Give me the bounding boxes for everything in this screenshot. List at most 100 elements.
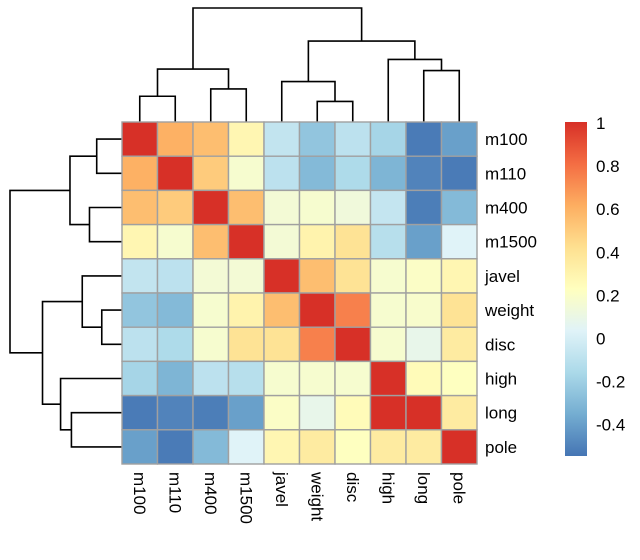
heatmap-cell [121, 189, 159, 226]
heatmap-cell [263, 326, 301, 363]
heatmap-cell [440, 292, 478, 328]
heatmap-cell [405, 429, 443, 465]
heatmap-cell [263, 223, 301, 260]
heatmap-cell [263, 292, 301, 328]
heatmap-cell [298, 258, 336, 294]
legend-tick-label: 0.2 [596, 286, 620, 305]
column-label: m100 [130, 472, 149, 515]
legend-tick-label: -0.4 [596, 416, 625, 435]
heatmap-cell [405, 121, 443, 157]
heatmap-cell [156, 258, 194, 294]
row-label: weight [484, 301, 534, 320]
heatmap-cell [156, 223, 194, 260]
heatmap-cell [156, 326, 194, 363]
legend-tick-label: 0.4 [596, 243, 620, 262]
heatmap-cell [121, 121, 159, 157]
heatmap-cell [334, 121, 372, 157]
heatmap-cell [440, 360, 478, 397]
column-label: long [414, 472, 433, 504]
column-label: m400 [201, 472, 220, 515]
heatmap-cell [298, 326, 336, 363]
row-dendrogram [9, 138, 122, 448]
heatmap-cell [405, 326, 443, 363]
dendrogram-branch [69, 155, 97, 226]
row-label: high [485, 370, 517, 389]
heatmap-cell [227, 292, 265, 328]
heatmap-cell [156, 189, 194, 226]
heatmap-cell [192, 189, 230, 226]
heatmap-cell [298, 189, 336, 226]
dendrogram-branch [9, 189, 70, 354]
heatmap-cell [298, 429, 336, 465]
heatmap-cell [298, 292, 336, 328]
heatmap-cell [121, 360, 159, 397]
heatmap-cell [369, 258, 407, 294]
dendrogram-branch [316, 100, 354, 122]
heatmap-cell [440, 429, 478, 465]
legend-tick-labels: 1 0.8 0.6 0.4 0.2 0 -0.2 -0.4 [596, 114, 625, 435]
heatmap-cell [334, 394, 372, 431]
heatmap-cell [192, 292, 230, 328]
heatmap-cell [192, 121, 230, 157]
heatmap-cell [440, 394, 478, 431]
heatmap-cell [156, 360, 194, 397]
heatmap-cell [440, 121, 478, 157]
column-label: javel [272, 471, 291, 507]
heatmap-cell [440, 326, 478, 363]
dendrogram-branch [192, 7, 363, 70]
row-label: m100 [485, 130, 528, 149]
heatmap-cell [298, 360, 336, 397]
heatmap-cell [121, 394, 159, 431]
heatmap-cell [298, 121, 336, 157]
row-labels: m100 m110 m400 m1500 javel weight disc high long… [484, 130, 537, 457]
heatmap-cell [405, 394, 443, 431]
heatmap-cell [298, 223, 336, 260]
heatmap-cell [156, 121, 194, 157]
legend-tick-label: 0.6 [596, 200, 620, 219]
dendrogram-branch [41, 300, 83, 405]
legend-tick-label: -0.2 [596, 373, 625, 392]
heatmap-cell [440, 189, 478, 226]
heatmap-cell [227, 429, 265, 465]
heatmap-cell [405, 292, 443, 328]
heatmap-cell [227, 360, 265, 397]
dendrogram-branch [280, 80, 336, 122]
column-label: m1500 [236, 472, 255, 524]
row-label: pole [485, 438, 517, 457]
heatmap-cell [298, 394, 336, 431]
heatmap-cell [263, 189, 301, 226]
dendrogram-branch [156, 68, 230, 97]
heatmap-cell [334, 326, 372, 363]
heatmap-cell [263, 258, 301, 294]
heatmap-cell [369, 155, 407, 192]
heatmap-cell [405, 258, 443, 294]
heatmap-cell [227, 223, 265, 260]
column-label: disc [343, 472, 362, 503]
dendrogram-branch [95, 138, 122, 175]
heatmap-cell [440, 223, 478, 260]
heatmap-cell [121, 429, 159, 465]
dendrogram-branch [138, 95, 177, 122]
dendrogram-branch [387, 58, 443, 122]
legend-tick-label: 0 [596, 329, 605, 348]
color-legend: 1 0.8 0.6 0.4 0.2 0 -0.2 -0.4 [565, 114, 625, 456]
heatmap-cell [440, 155, 478, 192]
heatmap-cell [334, 429, 372, 465]
heatmap-cell [156, 429, 194, 465]
legend-tick-label: 1 [596, 114, 605, 133]
heatmap-cell [192, 155, 230, 192]
heatmap-cell [192, 394, 230, 431]
dendrogram-branch [209, 88, 248, 122]
column-labels: m100 m110 m400 m1500 javel weight disc high long… [130, 471, 469, 524]
column-label: pole [449, 472, 468, 504]
heatmap-cell [121, 155, 159, 192]
row-label: m1500 [485, 233, 537, 252]
dendrogram-branch [100, 309, 122, 346]
heatmap-cell [369, 292, 407, 328]
column-label: high [378, 472, 397, 504]
heatmap-cell [227, 394, 265, 431]
heatmap-cell [192, 223, 230, 260]
heatmap-cell [192, 258, 230, 294]
heatmap-cell [227, 326, 265, 363]
